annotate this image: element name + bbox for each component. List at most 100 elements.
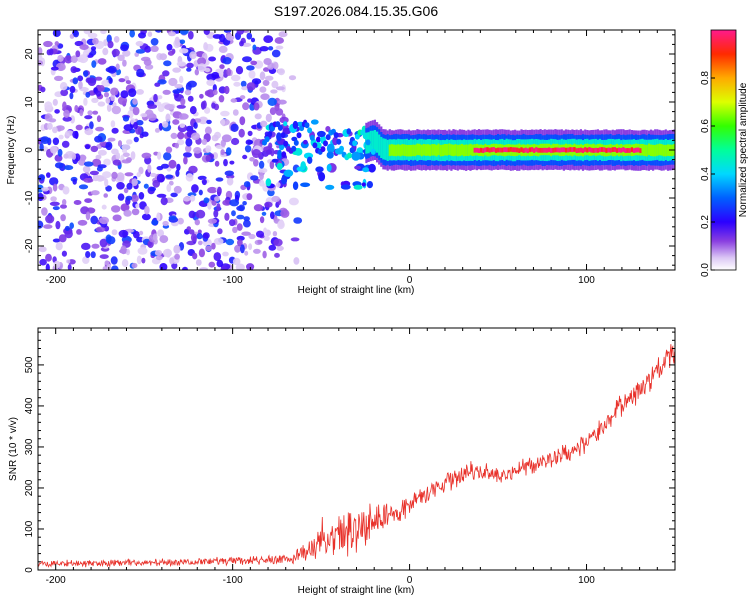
heatmap-noise-cell	[290, 237, 300, 242]
heatmap-noise-cell	[237, 239, 243, 247]
heatmap-noise-cell	[230, 123, 239, 132]
heatmap-noise-cell	[52, 238, 61, 243]
heatmap-ridge-cell	[309, 134, 315, 141]
heatmap-noise-cell	[226, 177, 234, 186]
heatmap-noise-cell	[257, 239, 263, 244]
heatmap-noise-cell	[79, 44, 89, 50]
heatmap-noise-cell	[141, 213, 151, 221]
heatmap-ridge-cell	[581, 148, 585, 153]
heatmap-noise-cell	[156, 193, 167, 198]
heatmap-noise-cell	[77, 75, 84, 82]
heatmap-ridge-cell	[575, 148, 578, 153]
heatmap-noise-cell	[233, 81, 241, 87]
heatmap-noise-cell	[66, 259, 71, 264]
heatmap-ridge-cell	[280, 132, 286, 139]
y-tick-label: 300	[24, 438, 35, 455]
heatmap-noise-cell	[248, 70, 256, 79]
heatmap-noise-cell	[259, 179, 265, 187]
heatmap-noise-cell	[176, 139, 185, 146]
heatmap-noise-cell	[159, 235, 169, 244]
heatmap-noise-cell	[140, 113, 148, 118]
heatmap-noise-cell	[250, 60, 258, 66]
heatmap-noise-cell	[139, 230, 144, 236]
heatmap-ridge-cell	[611, 147, 614, 152]
heatmap-noise-cell	[115, 63, 120, 71]
heatmap-noise-cell	[58, 234, 67, 243]
heatmap-ridge-cell	[590, 147, 593, 153]
heatmap-noise-cell	[273, 238, 283, 247]
heatmap-noise-cell	[250, 37, 256, 43]
bottom-y-axis-label: SNR (10 * v/v)	[8, 417, 19, 481]
heatmap-noise-cell	[213, 252, 222, 262]
heatmap-transition-cell	[346, 128, 352, 135]
heatmap-noise-cell	[168, 215, 177, 221]
heatmap-transition-cell	[318, 172, 326, 182]
heatmap-noise-cell	[279, 116, 289, 124]
heatmap-ridge-cell	[592, 148, 595, 153]
heatmap-noise-cell	[183, 156, 188, 165]
heatmap-ridge-cell	[649, 144, 653, 156]
heatmap-noise-cell	[120, 203, 130, 212]
x-tick-label: 0	[407, 575, 413, 586]
heatmap-transition-cell	[326, 164, 332, 172]
heatmap-noise-cell	[207, 218, 217, 224]
heatmap-noise-cell	[252, 44, 257, 51]
heatmap-noise-cell	[163, 60, 172, 67]
heatmap-noise-cell	[241, 86, 249, 91]
heatmap-ridge-cell	[346, 152, 352, 159]
heatmap-noise-cell	[122, 59, 127, 67]
heatmap-noise-cell	[57, 148, 63, 157]
heatmap-ridge-cell	[509, 147, 512, 152]
heatmap-noise-cell	[216, 203, 221, 212]
heatmap-noise-cell	[270, 148, 275, 157]
heatmap-noise-cell	[152, 179, 160, 188]
heatmap-noise-cell	[90, 145, 99, 153]
heatmap-noise-cell	[83, 97, 88, 106]
heatmap-noise-cell	[41, 207, 48, 216]
heatmap-ridge-cell	[492, 147, 495, 152]
heatmap-noise-cell	[153, 93, 158, 103]
heatmap-ridge-cell	[618, 147, 621, 153]
heatmap-noise-cell	[54, 162, 64, 169]
heatmap-noise-cell	[259, 216, 265, 224]
colorbar-tick-label: 0.8	[700, 71, 711, 85]
heatmap-transition-cell	[351, 151, 361, 161]
heatmap-noise-cell	[90, 190, 100, 196]
heatmap-noise-cell	[112, 159, 122, 166]
heatmap-noise-cell	[67, 264, 72, 270]
heatmap-ridge-cell	[637, 147, 640, 153]
heatmap-noise-cell	[41, 187, 49, 192]
heatmap-noise-cell	[120, 44, 129, 52]
heatmap-noise-cell	[193, 122, 198, 129]
heatmap-noise-cell	[270, 89, 278, 94]
heatmap-ridge-cell	[545, 147, 548, 153]
heatmap-noise-cell	[241, 42, 252, 48]
heatmap-noise-cell	[201, 178, 207, 186]
heatmap-noise-cell	[90, 46, 97, 51]
heatmap-noise-cell	[262, 79, 270, 86]
heatmap-transition-cell	[326, 143, 335, 154]
heatmap-noise-cell	[154, 82, 161, 87]
colorbar-frame	[710, 29, 737, 271]
heatmap-noise-cell	[220, 265, 228, 270]
heatmap-ridge-cell	[397, 144, 400, 156]
heatmap-ridge-cell	[378, 134, 381, 156]
heatmap-noise-cell	[220, 149, 225, 156]
heatmap-noise-cell	[194, 69, 199, 76]
heatmap-ridge-cell	[333, 132, 339, 139]
heatmap-ridge-cell	[336, 138, 342, 145]
heatmap-ridge-cell	[647, 143, 650, 156]
heatmap-ridge-cell	[531, 147, 534, 152]
heatmap-noise-cell	[118, 78, 126, 83]
heatmap-noise-cell	[111, 229, 118, 236]
heatmap-noise-cell	[102, 47, 109, 56]
heatmap-noise-cell	[79, 109, 84, 117]
heatmap-noise-cell	[234, 244, 241, 253]
heatmap-noise-cell	[246, 263, 255, 270]
heatmap-noise-cell	[172, 119, 180, 125]
heatmap-noise-cell	[173, 185, 182, 194]
heatmap-transition-cell	[292, 120, 299, 130]
heatmap-noise-cell	[293, 257, 300, 265]
heatmap-ridge-cell	[448, 143, 451, 155]
x-tick-label: 0	[407, 275, 413, 286]
